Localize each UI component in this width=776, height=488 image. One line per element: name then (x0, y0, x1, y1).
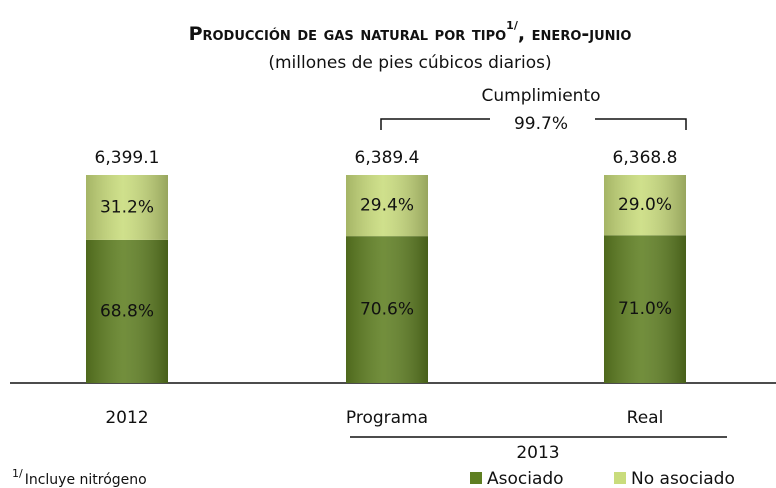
value-label: 70.6% (360, 300, 414, 320)
x-tick-label: Programa (346, 408, 428, 428)
footnote-marker: 1/ (12, 467, 23, 480)
total-label: 6,399.1 (95, 148, 160, 168)
value-label: 68.8% (100, 301, 154, 321)
legend-swatch (614, 472, 626, 484)
annotation-text: Cumplimiento (481, 86, 600, 106)
legend-label: No asociado (631, 469, 735, 488)
subtitle: (millones de pies cúbicos diarios) (268, 53, 551, 73)
value-label: 71.0% (618, 299, 672, 319)
title-suffix: , enero-junio (518, 23, 632, 45)
title-main: Producción de gas natural por tipo (189, 23, 507, 45)
chart-title: Producción de gas natural por tipo1/, en… (189, 19, 632, 45)
x-tick-label: Real (627, 408, 664, 428)
bar-shade (604, 175, 686, 236)
bar-shade (604, 235, 686, 383)
group-label: 2013 (516, 443, 559, 463)
total-label: 6,389.4 (355, 148, 420, 168)
legend-swatch (470, 472, 482, 484)
bar-shade (346, 175, 428, 237)
bar-shade (86, 175, 168, 240)
legend-label: Asociado (487, 469, 564, 488)
footnote: 1/Incluye nitrógeno (12, 467, 147, 488)
value-label: 29.4% (360, 196, 414, 216)
x-tick-label: 2012 (105, 408, 148, 428)
total-label: 6,368.8 (613, 148, 678, 168)
annotation-label: 99.7% (514, 114, 568, 134)
value-label: 31.2% (100, 197, 154, 217)
footnote-text: Incluye nitrógeno (25, 472, 147, 488)
bracket (380, 118, 490, 130)
bar-shade (86, 239, 168, 383)
value-label: 29.0% (618, 195, 672, 215)
title-note: 1/ (506, 19, 519, 32)
bar-shade (346, 236, 428, 383)
bracket (595, 118, 687, 130)
